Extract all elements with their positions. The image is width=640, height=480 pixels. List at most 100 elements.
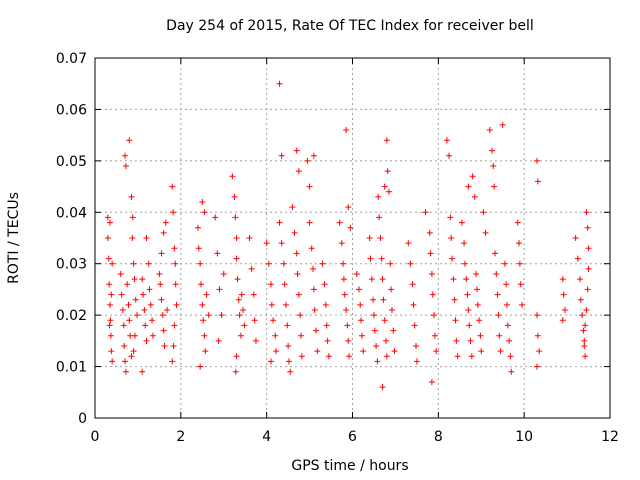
data-point bbox=[517, 281, 524, 288]
data-point bbox=[304, 157, 311, 164]
data-point bbox=[131, 332, 138, 339]
data-point bbox=[580, 327, 587, 334]
data-point bbox=[446, 152, 453, 159]
data-point bbox=[298, 332, 304, 339]
data-point bbox=[585, 245, 592, 252]
data-point bbox=[160, 327, 167, 334]
data-point bbox=[358, 332, 365, 339]
data-point bbox=[504, 322, 511, 329]
x-tick-label: 4 bbox=[262, 429, 271, 445]
data-point bbox=[464, 291, 471, 298]
data-point bbox=[220, 271, 227, 277]
data-point bbox=[426, 229, 433, 236]
data-point bbox=[584, 224, 591, 231]
data-point bbox=[216, 286, 223, 293]
x-tick-label: 10 bbox=[515, 429, 533, 445]
data-point bbox=[240, 307, 247, 313]
data-point bbox=[233, 353, 240, 360]
data-point bbox=[263, 240, 270, 247]
data-point bbox=[582, 322, 589, 329]
data-point bbox=[200, 317, 207, 324]
data-point bbox=[574, 255, 581, 262]
x-axis-label: GPS time / hours bbox=[291, 458, 408, 474]
data-point bbox=[534, 312, 541, 319]
data-point bbox=[469, 173, 476, 180]
data-point bbox=[104, 235, 111, 241]
data-point bbox=[516, 260, 523, 267]
data-point bbox=[345, 204, 352, 211]
data-point bbox=[325, 353, 332, 360]
data-point bbox=[346, 353, 353, 360]
data-point bbox=[383, 353, 390, 360]
data-point bbox=[212, 214, 219, 221]
data-point bbox=[126, 137, 133, 144]
data-point bbox=[159, 312, 166, 319]
data-point bbox=[157, 281, 164, 288]
data-point bbox=[375, 193, 382, 200]
data-point bbox=[278, 152, 285, 159]
data-point bbox=[297, 312, 304, 319]
data-point bbox=[107, 317, 114, 324]
data-point bbox=[164, 307, 171, 313]
data-point bbox=[125, 301, 132, 308]
data-point bbox=[139, 276, 146, 283]
data-point bbox=[433, 348, 440, 355]
data-point bbox=[233, 255, 240, 262]
data-point bbox=[388, 307, 395, 313]
data-point bbox=[577, 296, 584, 303]
data-point bbox=[322, 301, 329, 308]
data-point bbox=[241, 322, 248, 329]
data-point bbox=[119, 307, 126, 313]
data-point bbox=[158, 296, 165, 303]
grid-lines bbox=[95, 58, 610, 418]
data-point bbox=[319, 260, 326, 267]
data-point bbox=[382, 337, 389, 344]
data-point bbox=[308, 245, 315, 252]
data-point bbox=[107, 219, 114, 226]
data-point bbox=[536, 348, 543, 355]
data-point bbox=[156, 271, 163, 277]
data-point bbox=[284, 322, 291, 329]
data-point bbox=[298, 353, 305, 360]
data-point bbox=[218, 312, 225, 319]
data-point bbox=[149, 317, 156, 324]
data-point bbox=[461, 260, 468, 267]
data-point bbox=[201, 332, 208, 339]
data-point bbox=[357, 301, 364, 308]
data-point bbox=[143, 337, 150, 344]
data-point bbox=[310, 286, 317, 293]
data-point bbox=[411, 322, 418, 329]
data-point bbox=[572, 235, 579, 241]
data-point bbox=[285, 358, 292, 365]
data-point bbox=[117, 271, 124, 277]
data-point bbox=[336, 219, 343, 226]
data-point bbox=[232, 214, 239, 221]
data-point bbox=[131, 276, 138, 283]
data-point bbox=[347, 224, 354, 231]
data-point bbox=[491, 183, 498, 190]
data-point bbox=[584, 286, 591, 293]
data-point bbox=[452, 317, 459, 324]
data-point bbox=[128, 353, 135, 360]
data-point bbox=[482, 229, 489, 236]
data-point bbox=[234, 276, 241, 283]
data-point bbox=[248, 265, 255, 272]
data-point bbox=[122, 152, 129, 159]
data-point bbox=[205, 312, 212, 319]
data-point bbox=[496, 332, 503, 339]
data-point bbox=[458, 219, 465, 226]
data-point bbox=[272, 332, 279, 339]
data-point bbox=[236, 312, 243, 319]
data-point bbox=[495, 312, 502, 319]
data-point bbox=[311, 307, 318, 313]
data-point bbox=[368, 276, 375, 283]
axis-ticks bbox=[94, 57, 611, 419]
data-point bbox=[105, 255, 112, 262]
x-tick-label: 6 bbox=[348, 429, 357, 445]
data-point bbox=[582, 353, 589, 360]
data-point bbox=[355, 286, 362, 293]
data-point bbox=[374, 358, 381, 365]
data-point bbox=[199, 199, 206, 205]
data-point bbox=[108, 291, 115, 298]
